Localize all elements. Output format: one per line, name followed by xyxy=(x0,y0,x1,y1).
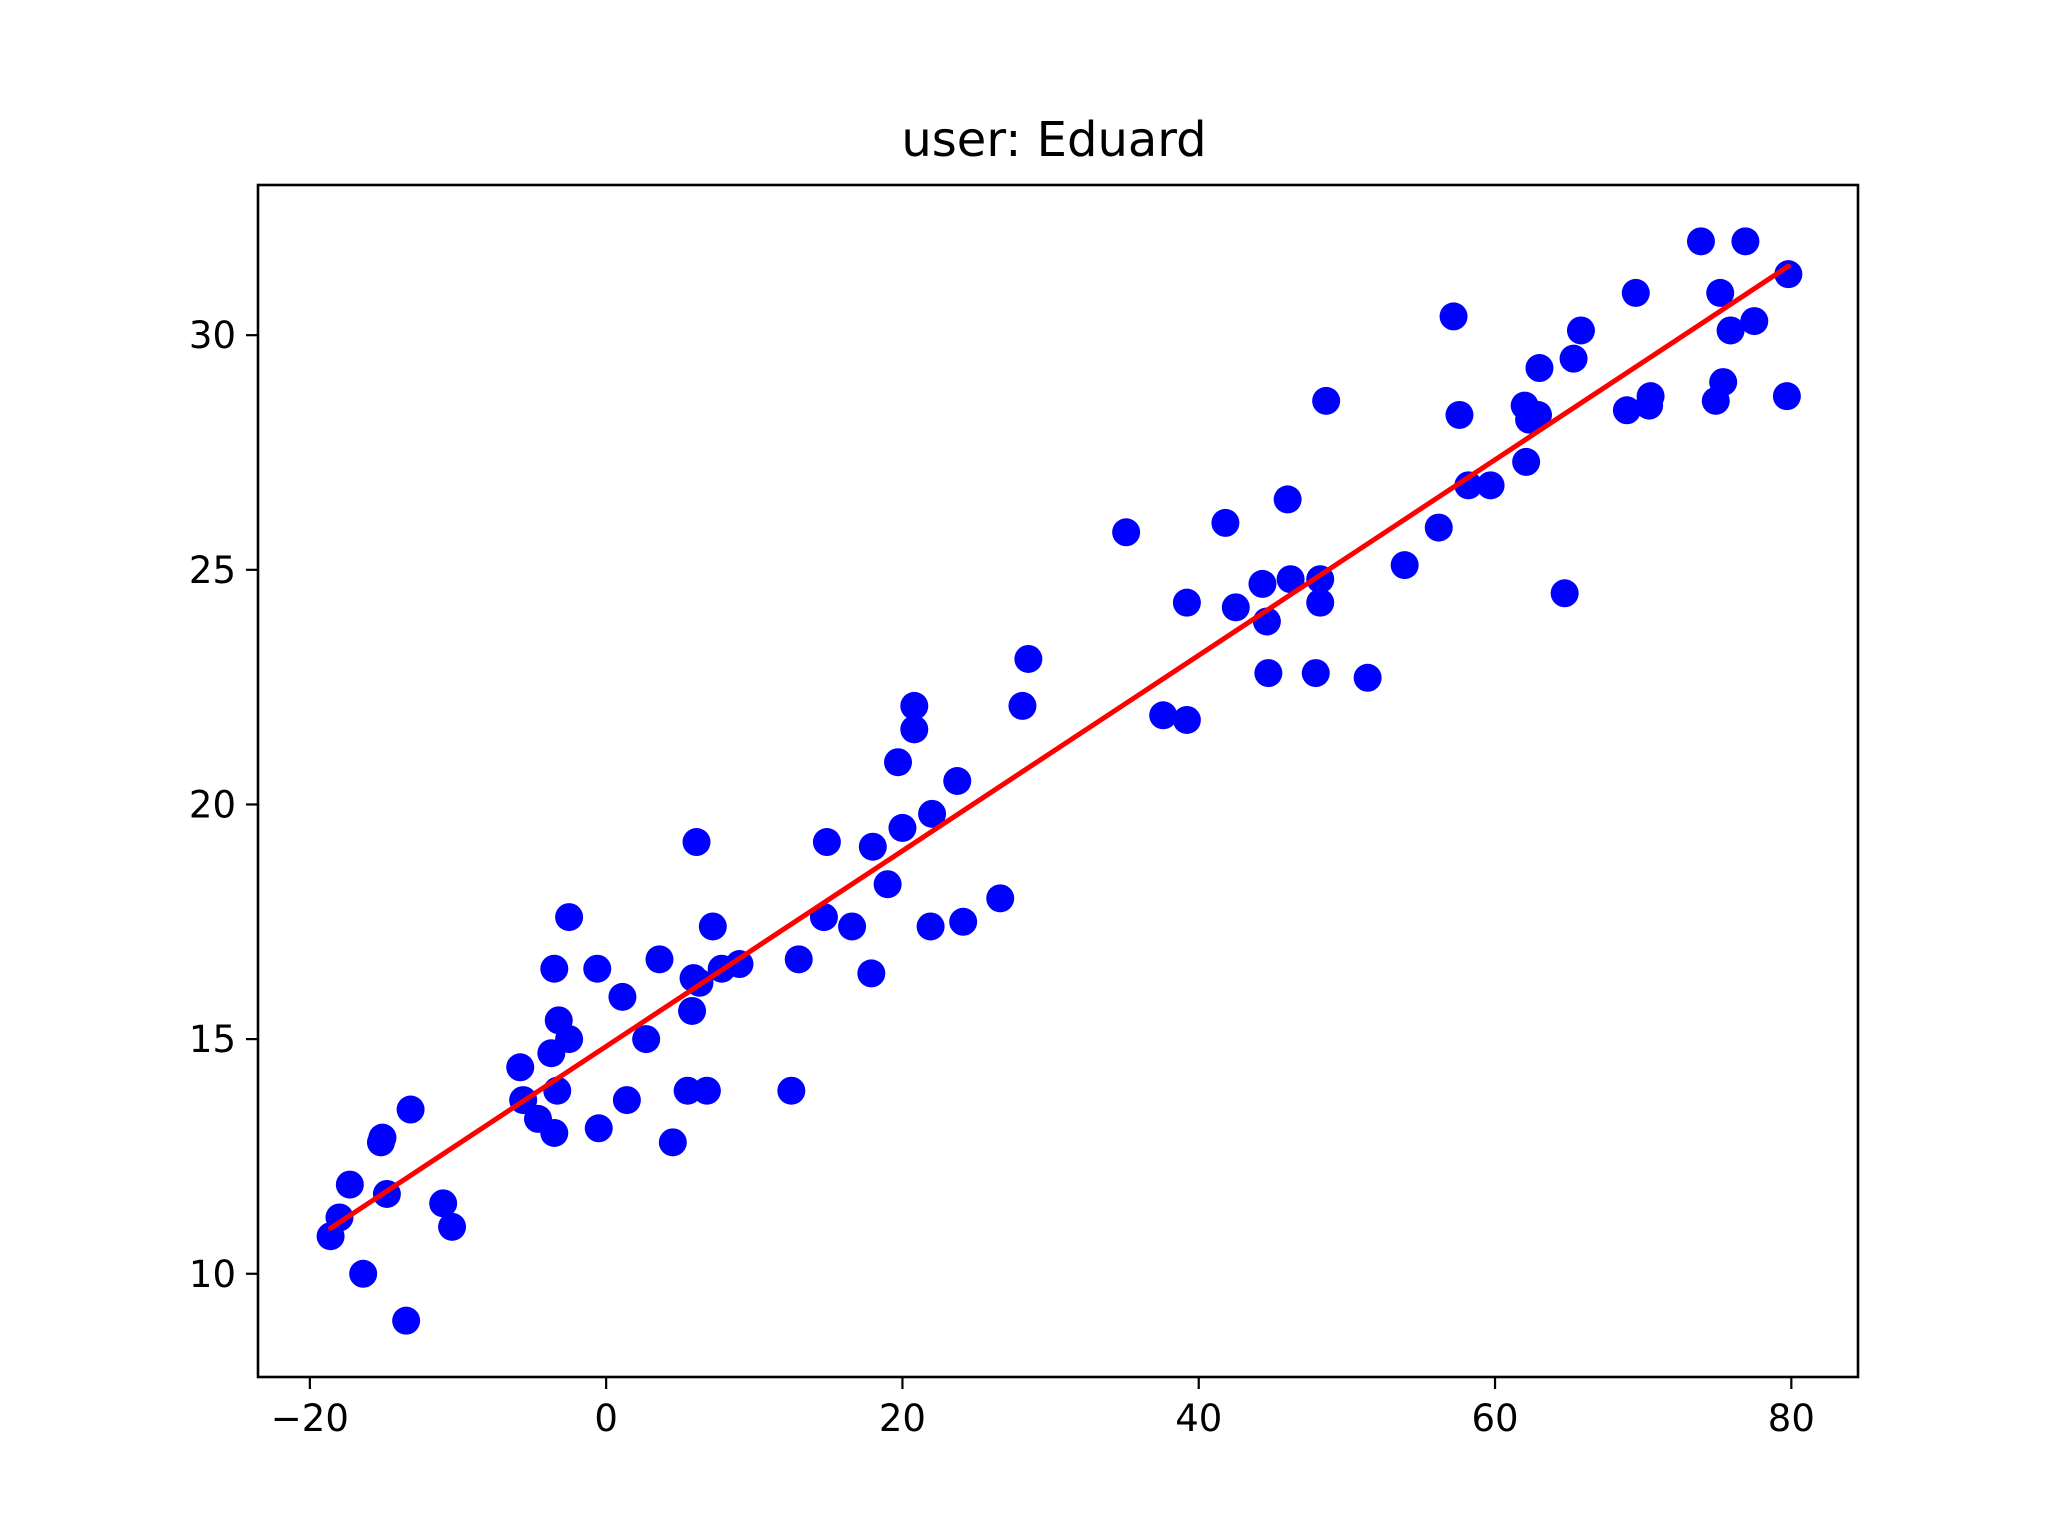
data-point xyxy=(725,950,754,979)
x-axis: −20 0 20 40 60 80 xyxy=(271,1377,1815,1440)
data-point xyxy=(1301,659,1330,688)
y-axis: 10 15 20 25 30 xyxy=(189,314,258,1296)
x-tick-label: −20 xyxy=(271,1397,349,1440)
data-point xyxy=(1424,513,1453,542)
data-point xyxy=(812,828,841,857)
data-point xyxy=(1172,588,1201,617)
data-point xyxy=(1312,386,1341,415)
data-point xyxy=(900,691,929,720)
data-point xyxy=(888,813,917,842)
data-point xyxy=(438,1212,467,1241)
data-point xyxy=(540,1118,569,1147)
data-point xyxy=(1439,302,1468,331)
data-point xyxy=(1525,354,1554,383)
data-point xyxy=(1112,518,1141,547)
data-point xyxy=(1621,278,1650,307)
data-point xyxy=(943,767,972,795)
x-tick-label: 20 xyxy=(879,1397,926,1440)
fit-line-layer xyxy=(328,263,1791,1231)
data-point xyxy=(1445,400,1474,429)
data-point xyxy=(1149,701,1178,730)
data-point xyxy=(692,1076,721,1105)
data-point xyxy=(506,1053,535,1082)
data-point xyxy=(1566,316,1595,345)
data-point xyxy=(1709,368,1738,397)
data-point xyxy=(1612,396,1641,425)
data-point xyxy=(555,1025,584,1054)
data-point xyxy=(335,1170,364,1199)
data-point xyxy=(673,1076,702,1105)
data-point xyxy=(612,1086,641,1115)
x-tick-label: 0 xyxy=(594,1397,618,1440)
data-point xyxy=(608,982,637,1011)
y-tick-label: 25 xyxy=(189,549,236,592)
data-point xyxy=(1559,344,1588,373)
data-point xyxy=(900,715,929,744)
data-point xyxy=(349,1259,378,1288)
y-tick-label: 10 xyxy=(189,1253,236,1296)
data-point xyxy=(1686,227,1715,256)
data-point xyxy=(1772,382,1801,411)
data-point xyxy=(857,959,886,988)
data-point xyxy=(858,832,887,861)
y-tick-label: 20 xyxy=(189,783,236,826)
data-point xyxy=(1454,471,1483,500)
data-point xyxy=(1774,260,1803,289)
data-point xyxy=(682,828,711,857)
data-point xyxy=(1512,447,1541,476)
data-point xyxy=(1221,593,1250,622)
data-point xyxy=(1211,508,1240,537)
data-point xyxy=(949,907,978,936)
data-point xyxy=(698,912,727,941)
data-point xyxy=(1731,227,1760,256)
data-point xyxy=(583,954,612,983)
data-point xyxy=(884,748,912,777)
data-point xyxy=(1524,400,1552,429)
data-point xyxy=(873,870,902,899)
data-point xyxy=(1476,471,1505,500)
data-point xyxy=(632,1025,661,1054)
data-point xyxy=(1636,382,1665,411)
plot-area-frame xyxy=(256,183,1860,1379)
data-point xyxy=(777,1076,806,1105)
data-point xyxy=(584,1114,613,1143)
data-point xyxy=(1716,316,1745,345)
data-point xyxy=(918,799,947,828)
x-tick-label: 80 xyxy=(1768,1397,1815,1440)
data-point xyxy=(838,912,867,941)
chart-title: user: Eduard xyxy=(901,112,1206,168)
x-tick-label: 40 xyxy=(1175,1397,1222,1440)
data-point xyxy=(429,1189,458,1218)
data-point xyxy=(1390,551,1419,580)
data-point xyxy=(1248,569,1277,598)
data-point xyxy=(1276,565,1305,594)
data-point xyxy=(645,945,674,974)
data-point xyxy=(1550,579,1579,608)
x-tick-label: 60 xyxy=(1471,1397,1518,1440)
fit-line xyxy=(328,263,1791,1231)
data-point xyxy=(784,945,813,974)
data-point xyxy=(540,954,569,983)
data-point xyxy=(1254,659,1283,688)
data-point xyxy=(1306,588,1335,617)
data-point xyxy=(1172,705,1201,734)
data-point xyxy=(986,884,1015,913)
data-point xyxy=(1740,307,1769,336)
data-points xyxy=(316,227,1803,1335)
data-point xyxy=(1353,663,1382,692)
data-point xyxy=(368,1123,397,1152)
y-tick-label: 15 xyxy=(189,1018,236,1061)
data-point xyxy=(1014,644,1043,673)
data-point xyxy=(1008,691,1037,720)
data-point xyxy=(678,996,707,1025)
data-point xyxy=(658,1128,687,1157)
y-tick-label: 30 xyxy=(189,314,236,357)
data-point xyxy=(916,912,945,941)
data-point xyxy=(396,1095,425,1124)
data-point xyxy=(392,1306,421,1335)
data-point xyxy=(555,903,584,932)
data-point xyxy=(1273,485,1302,514)
data-point xyxy=(1706,278,1735,307)
